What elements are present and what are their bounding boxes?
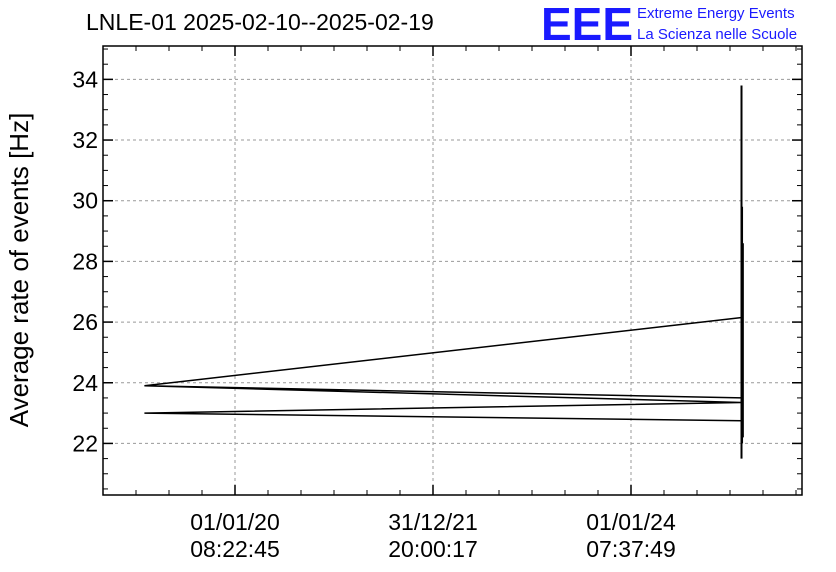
y-axis-label: Average rate of events [Hz] (4, 113, 34, 428)
rate-series-line (144, 316, 743, 422)
y-tick-label: 26 (72, 309, 98, 335)
eee-logo: EEE Extreme Energy Events La Scienza nel… (541, 0, 797, 50)
logo-line-2: La Scienza nelle Scuole (637, 26, 797, 43)
grid-lines (103, 46, 802, 495)
x-tick-time: 08:22:45 (190, 536, 280, 562)
x-tick-date: 31/12/21 (388, 509, 478, 535)
y-tick-label: 28 (72, 248, 98, 274)
y-tick-label: 24 (72, 370, 98, 396)
logo-line-1: Extreme Energy Events (637, 5, 795, 22)
x-tick-date: 01/01/24 (586, 509, 676, 535)
y-tick-label: 32 (72, 127, 98, 153)
x-tick-time: 20:00:17 (388, 536, 478, 562)
x-tick-time: 07:37:49 (586, 536, 676, 562)
logo-letters: EEE (541, 0, 633, 50)
y-tick-label: 22 (72, 430, 98, 456)
y-tick-label: 30 (72, 188, 98, 214)
y-tick-label: 34 (72, 66, 98, 92)
axis-ticks (103, 46, 802, 495)
x-tick-date: 01/01/20 (190, 509, 280, 535)
plot-frame (102, 45, 803, 496)
data-series (144, 85, 744, 459)
y-tick-labels: 22 24 26 28 30 32 34 (72, 66, 98, 456)
chart-title: LNLE-01 2025-02-10--2025-02-19 (86, 9, 434, 35)
